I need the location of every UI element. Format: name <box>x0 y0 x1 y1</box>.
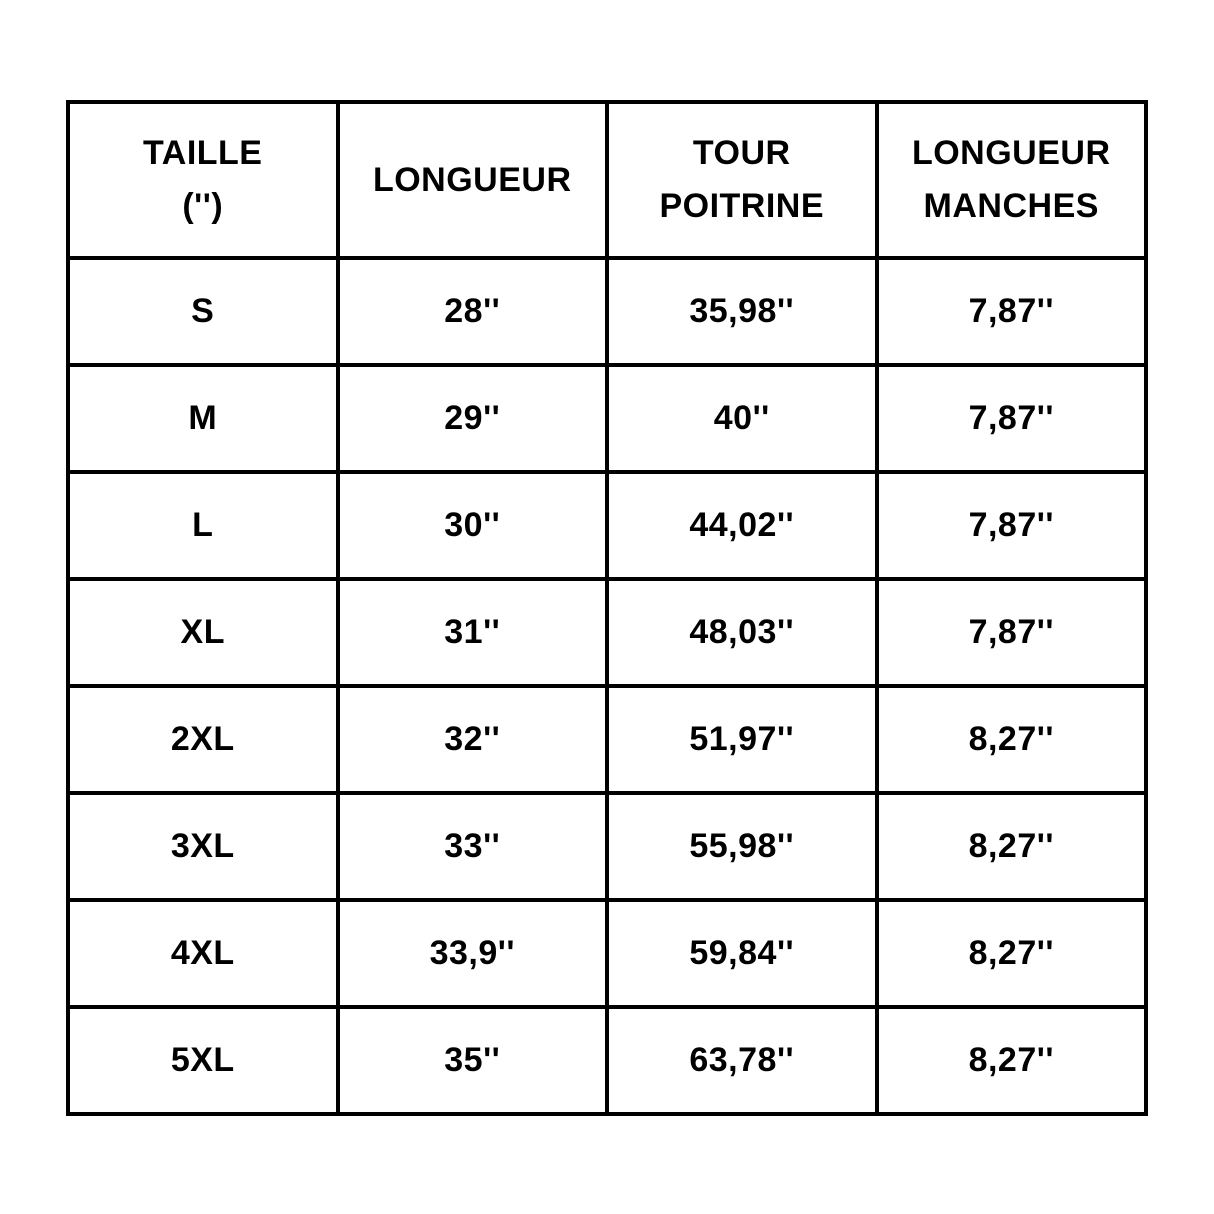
table-header: TAILLE ('') LONGUEUR TOUR POITRINE LONGU… <box>66 100 1148 260</box>
measurement-cell: 31'' <box>335 577 609 688</box>
measurement-cell: 55,98'' <box>605 791 879 902</box>
header-cell-longueur-manches: LONGUEUR MANCHES <box>874 100 1148 260</box>
table-body: S 28'' 35,98'' 7,87'' M 29'' 40'' 7,87'' L 30'' 44… <box>66 256 1148 1116</box>
measurement-cell: 8,27'' <box>874 684 1148 795</box>
table-row: XL 31'' 48,03'' 7,87'' <box>66 577 1148 688</box>
header-cell-taille: TAILLE ('') <box>66 100 340 260</box>
header-row: TAILLE ('') LONGUEUR TOUR POITRINE LONGU… <box>66 100 1148 260</box>
size-label-cell: 4XL <box>66 898 340 1009</box>
measurement-cell: 7,87'' <box>874 470 1148 581</box>
table-row: 5XL 35'' 63,78'' 8,27'' <box>66 1005 1148 1116</box>
size-label-cell: M <box>66 363 340 474</box>
measurement-cell: 7,87'' <box>874 577 1148 688</box>
measurement-cell: 51,97'' <box>605 684 879 795</box>
measurement-cell: 48,03'' <box>605 577 879 688</box>
measurement-cell: 33'' <box>335 791 609 902</box>
size-label-cell: 5XL <box>66 1005 340 1116</box>
measurement-cell: 8,27'' <box>874 791 1148 902</box>
measurement-cell: 7,87'' <box>874 363 1148 474</box>
measurement-cell: 8,27'' <box>874 1005 1148 1116</box>
table-row: L 30'' 44,02'' 7,87'' <box>66 470 1148 581</box>
size-label-cell: 3XL <box>66 791 340 902</box>
header-cell-tour-poitrine: TOUR POITRINE <box>605 100 879 260</box>
measurement-cell: 8,27'' <box>874 898 1148 1009</box>
size-label-cell: XL <box>66 577 340 688</box>
measurement-cell: 63,78'' <box>605 1005 879 1116</box>
table-row: 3XL 33'' 55,98'' 8,27'' <box>66 791 1148 902</box>
measurement-cell: 35'' <box>335 1005 609 1116</box>
measurement-cell: 35,98'' <box>605 256 879 367</box>
measurement-cell: 59,84'' <box>605 898 879 1009</box>
measurement-cell: 29'' <box>335 363 609 474</box>
measurement-cell: 32'' <box>335 684 609 795</box>
table-row: M 29'' 40'' 7,87'' <box>66 363 1148 474</box>
measurement-cell: 7,87'' <box>874 256 1148 367</box>
table-row: S 28'' 35,98'' 7,87'' <box>66 256 1148 367</box>
measurement-cell: 40'' <box>605 363 879 474</box>
measurement-cell: 28'' <box>335 256 609 367</box>
measurement-cell: 30'' <box>335 470 609 581</box>
table-row: 4XL 33,9'' 59,84'' 8,27'' <box>66 898 1148 1009</box>
size-label-cell: L <box>66 470 340 581</box>
size-label-cell: 2XL <box>66 684 340 795</box>
measurement-cell: 33,9'' <box>335 898 609 1009</box>
size-chart-table: TAILLE ('') LONGUEUR TOUR POITRINE LONGU… <box>66 100 1148 1116</box>
size-label-cell: S <box>66 256 340 367</box>
measurement-cell: 44,02'' <box>605 470 879 581</box>
header-cell-longueur: LONGUEUR <box>335 100 609 260</box>
table-row: 2XL 32'' 51,97'' 8,27'' <box>66 684 1148 795</box>
